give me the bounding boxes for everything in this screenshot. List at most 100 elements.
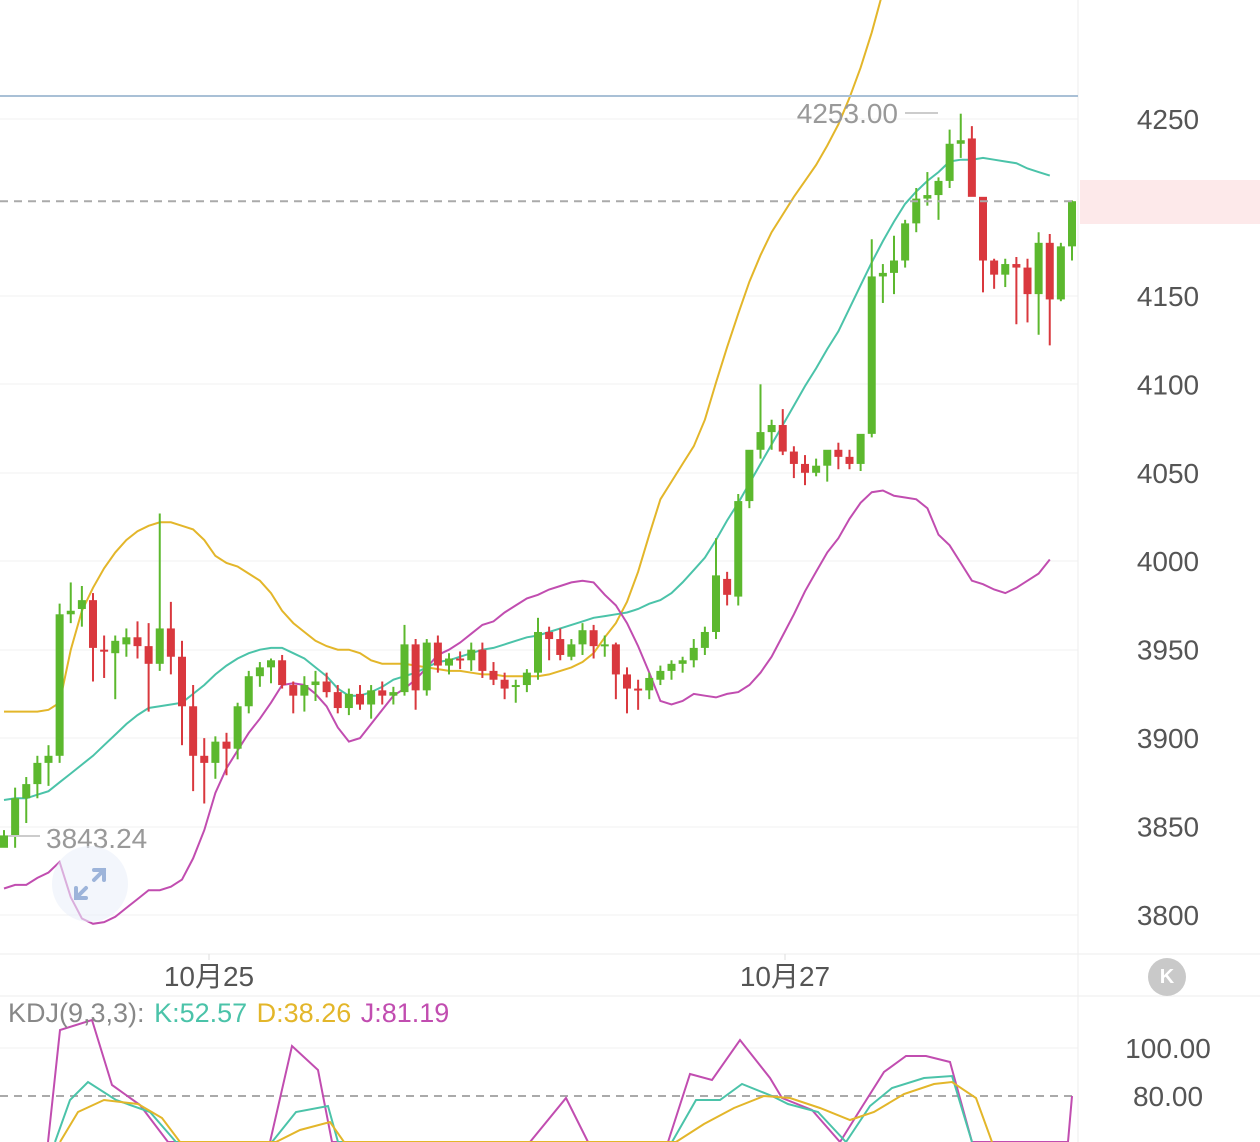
candle [945, 129, 954, 188]
candle [923, 172, 932, 206]
candle-body [456, 658, 465, 661]
candle [1001, 258, 1010, 288]
candle-body [389, 692, 398, 696]
candle-body [623, 674, 631, 689]
candle-body [356, 693, 364, 705]
candle [77, 585, 86, 627]
candle [144, 623, 153, 712]
candle-body [122, 637, 131, 645]
kdj-k-value: K:52.57 [154, 998, 248, 1028]
candle [489, 662, 498, 686]
candle [756, 384, 765, 459]
candle-body [700, 631, 709, 648]
kdj-tick-label: 80.00 [1133, 1081, 1203, 1112]
candle [1012, 256, 1021, 325]
candle [55, 603, 64, 763]
candle [656, 665, 665, 686]
kdj-params: KDJ(9,3,3): [8, 998, 145, 1028]
candle [400, 624, 409, 696]
candle-body [422, 642, 431, 691]
candle [979, 196, 987, 293]
candle [645, 672, 654, 700]
candle [500, 672, 509, 700]
candle [122, 628, 131, 657]
collapse-icon[interactable]: K [1148, 958, 1186, 996]
candle [856, 433, 865, 472]
candle [567, 639, 576, 661]
expand-icon[interactable] [52, 846, 128, 922]
candle-body [433, 642, 442, 666]
x-tick-label: 10月27 [740, 961, 830, 992]
candle-body [511, 685, 520, 688]
candle [289, 681, 298, 714]
candle-body [834, 449, 843, 457]
candle-body [178, 656, 186, 707]
candle-body [311, 681, 320, 686]
candle [723, 571, 732, 606]
candle-body [890, 260, 898, 273]
candle [111, 635, 120, 700]
candle [1045, 233, 1054, 346]
candle [233, 702, 242, 760]
candle-body [545, 631, 554, 640]
candle-body [33, 762, 42, 785]
candle [812, 458, 821, 477]
candle-body [478, 649, 487, 671]
candle [990, 258, 999, 289]
candle-body [678, 660, 687, 664]
y-tick-label: 4050 [1137, 458, 1199, 489]
candle [956, 113, 965, 158]
candle [545, 626, 554, 661]
candle-body [723, 578, 732, 595]
candle [534, 617, 542, 680]
candle-body [734, 501, 743, 597]
candle [912, 187, 921, 233]
candle-body [767, 425, 776, 433]
collapse-icon-glyph: K [1159, 965, 1175, 988]
candle-body [467, 649, 476, 661]
candle [222, 732, 231, 776]
bollinger-lower-line [3, 489, 1051, 925]
x-axis-ticks: 10月25 10月27 [164, 954, 830, 992]
candle-body [611, 644, 620, 675]
candle [878, 264, 887, 303]
candle-body [255, 667, 264, 677]
candle-body [500, 679, 509, 689]
candle [845, 449, 854, 470]
candle-body [189, 706, 198, 756]
candle [745, 449, 754, 509]
candle [901, 219, 910, 268]
candle [611, 642, 620, 700]
candle-body [300, 685, 309, 696]
candle-body [756, 432, 765, 450]
y-tick-label: 4100 [1137, 369, 1199, 400]
candle [967, 126, 976, 197]
candle [556, 628, 565, 661]
kdj-legend: KDJ(9,3,3): K:52.57 D:38.26 J:81.19 [8, 998, 451, 1029]
candle [22, 777, 31, 824]
candle-body [878, 272, 887, 277]
kdj-tick-label: 100.00 [1125, 1033, 1211, 1064]
x-tick-label: 10月25 [164, 961, 254, 992]
candle [867, 239, 876, 438]
candle [689, 639, 698, 668]
candle-body [233, 706, 242, 749]
candle [511, 679, 520, 703]
candle-body [967, 138, 976, 197]
candle-body [901, 223, 910, 261]
candle-body [1045, 242, 1054, 300]
candle-body [689, 647, 698, 661]
candle-body [133, 637, 142, 647]
candle [1056, 242, 1065, 302]
candle [778, 409, 787, 456]
candle [356, 685, 364, 710]
kdj-panel: 100.00 80.00 [0, 1018, 1211, 1142]
y-tick-label: 4250 [1137, 104, 1199, 135]
candle-body [600, 644, 609, 647]
candle-body [845, 456, 854, 464]
candle-body [144, 646, 153, 664]
candle-body [289, 685, 298, 696]
candle [1023, 258, 1032, 323]
y-tick-label: 3900 [1137, 723, 1199, 754]
candle-body [912, 198, 921, 224]
